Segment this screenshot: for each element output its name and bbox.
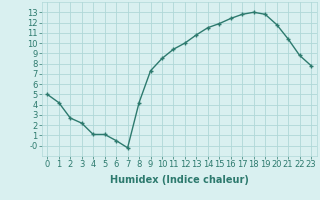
X-axis label: Humidex (Indice chaleur): Humidex (Indice chaleur) (110, 175, 249, 185)
